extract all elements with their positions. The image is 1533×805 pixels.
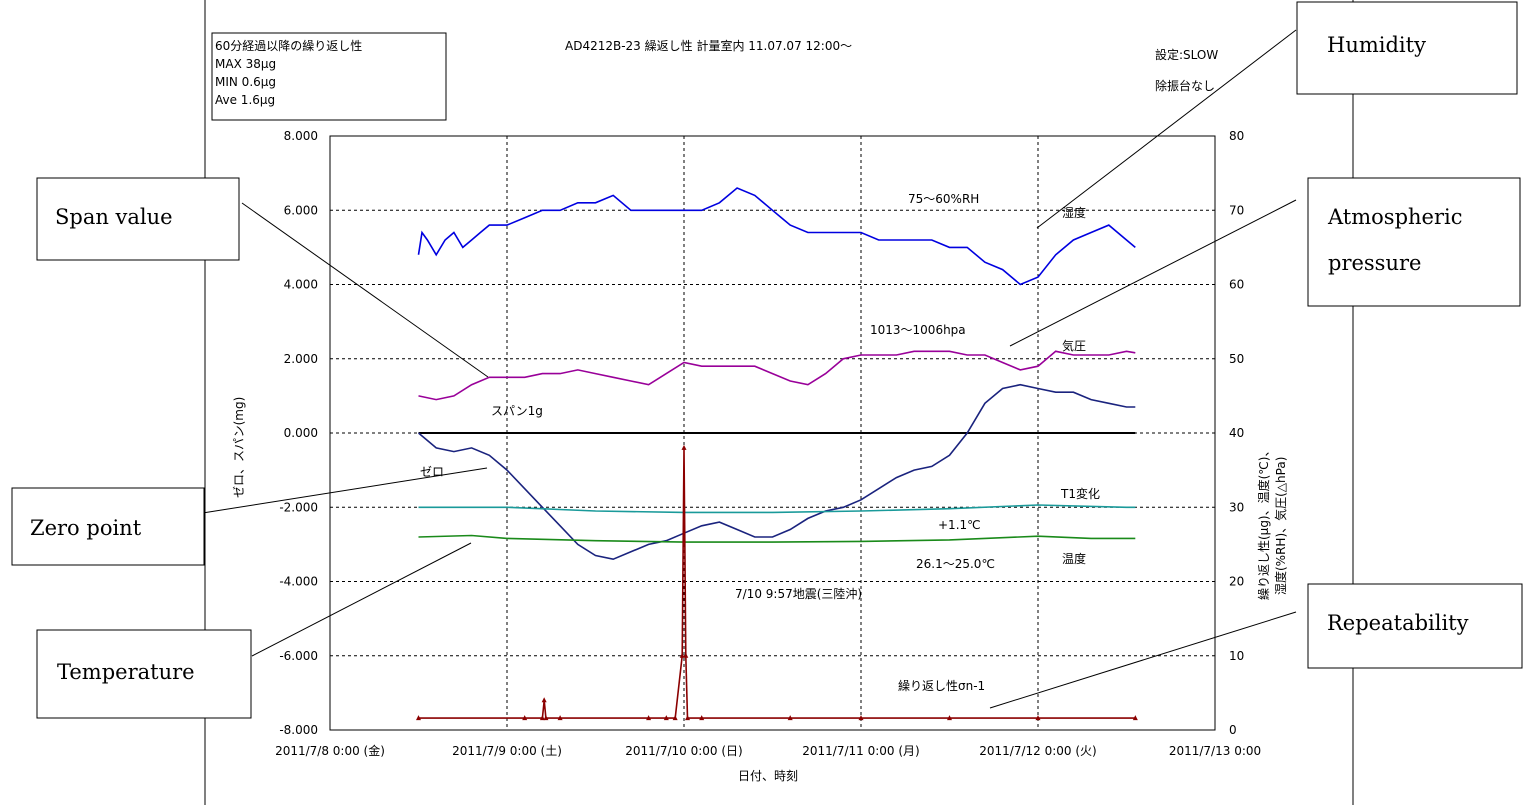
y-tick-label: -4.000 <box>279 575 318 589</box>
callout-zero: Zero point <box>30 516 142 540</box>
humidity-range-label: 75～60%RH <box>908 192 979 206</box>
y-axis-label: ゼロ、スパン(mg) <box>232 397 246 498</box>
repeatability-point <box>663 715 669 721</box>
callout-atmos-box <box>1307 177 1521 307</box>
span-label: スパン1g <box>491 404 543 418</box>
pressure-range-label: 1013～1006hpa <box>870 323 966 337</box>
leader-zero <box>189 467 488 516</box>
x-axis-label: 日付、時刻 <box>738 769 798 783</box>
humidity-label: 湿度 <box>1062 205 1086 220</box>
y-tick-label: 0.000 <box>284 426 318 440</box>
callout-span-box <box>36 177 240 261</box>
callout-zero-box <box>11 487 205 566</box>
series-line-humidity <box>417 187 1136 286</box>
y2-axis-ticks: 80 70 60 50 40 30 20 10 0 <box>1229 129 1244 737</box>
repeatability-point <box>699 715 705 721</box>
repeatability-point <box>416 715 421 721</box>
y-tick-label: -6.000 <box>279 649 318 663</box>
pressure-label: 気圧 <box>1062 338 1086 353</box>
x-tick-label: 2011/7/13 0:00 <box>1169 744 1261 758</box>
repeatability-point <box>543 715 549 721</box>
settings-line-2: 除振台なし <box>1155 78 1215 93</box>
repeatability-point <box>679 652 685 658</box>
info-box <box>211 32 447 121</box>
y-tick-label: -8.000 <box>279 723 318 737</box>
series-line-zero <box>417 383 1136 561</box>
y2-tick-label: 40 <box>1229 426 1244 440</box>
y2-tick-label: 30 <box>1229 500 1244 514</box>
leader-atmos <box>1009 199 1297 347</box>
repeatability-point <box>672 715 678 721</box>
repeatability-point <box>1132 715 1138 721</box>
repeatability-point <box>858 715 864 721</box>
x-tick-label: 2011/7/11 0:00 (月) <box>802 744 919 758</box>
y2-tick-label: 80 <box>1229 129 1244 143</box>
series-line-pressure <box>418 350 1136 401</box>
callout-span: Span value <box>55 205 173 229</box>
y2-axis-label-2: 湿度(%RH)、気圧(△hPa) <box>1273 457 1288 595</box>
leader-temperature <box>251 542 472 657</box>
y-tick-label: -2.000 <box>279 500 318 514</box>
y2-tick-label: 0 <box>1229 723 1237 737</box>
callout-temperature: Temperature <box>57 660 195 684</box>
y2-axis-label-1: 繰り返し性(μg)、温度(℃)、 <box>1256 445 1271 600</box>
callout-atmos-2: pressure <box>1328 251 1421 275</box>
repeatability-point <box>522 715 528 721</box>
callout-atmos-1: Atmospheric <box>1327 205 1462 229</box>
info-line-2: MAX 38μg <box>215 57 276 71</box>
y2-tick-label: 60 <box>1229 278 1244 292</box>
info-line-4: Ave 1.6μg <box>215 93 275 107</box>
x-axis-ticks: 2011/7/8 0:00 (金) 2011/7/9 0:00 (土) 2011/7… <box>275 743 1261 758</box>
x-tick-label: 2011/7/12 0:00 (火) <box>979 744 1096 758</box>
repeatability-point <box>539 715 545 721</box>
settings-line-1: 設定:SLOW <box>1155 47 1218 62</box>
y2-tick-label: 20 <box>1229 575 1244 589</box>
y-tick-label: 6.000 <box>284 203 318 217</box>
x-tick-label: 2011/7/8 0:00 (金) <box>275 743 385 758</box>
repeatability-point <box>557 715 563 721</box>
repeatability-point <box>541 697 547 703</box>
repeatability-point <box>787 715 793 721</box>
repeatability-point <box>947 715 952 721</box>
series-line-t1 <box>418 504 1136 514</box>
series-line-repeatability <box>418 447 1136 719</box>
y2-tick-label: 50 <box>1229 352 1244 366</box>
y-tick-label: 2.000 <box>284 352 318 366</box>
t1-label: T1変化 <box>1060 486 1100 501</box>
info-line-1: 60分経過以降の繰り返し性 <box>215 39 362 53</box>
x-tick-label: 2011/7/9 0:00 (土) <box>452 744 562 758</box>
info-line-3: MIN 0.6μg <box>215 75 276 89</box>
y2-tick-label: 10 <box>1229 649 1244 663</box>
t1-change-label: +1.1℃ <box>938 518 981 532</box>
temp-label: 温度 <box>1062 551 1086 566</box>
callout-repeatability-box <box>1307 583 1523 669</box>
leader-span <box>241 202 489 378</box>
series-line-temperature <box>418 534 1136 543</box>
y-tick-label: 4.000 <box>284 278 318 292</box>
repeatability-point <box>1035 715 1041 721</box>
repeatability-point <box>681 444 687 450</box>
temp-range-label: 26.1～25.0℃ <box>916 557 995 571</box>
callout-humidity: Humidity <box>1327 33 1426 57</box>
y-tick-label: 8.000 <box>284 129 318 143</box>
leader-repeatability <box>989 611 1297 709</box>
callout-repeatability: Repeatability <box>1327 611 1469 635</box>
callout-temperature-box <box>36 629 252 719</box>
quake-label: 7/10 9:57地震(三陸沖) <box>735 587 862 601</box>
repeat-label: 繰り返し性σn-1 <box>898 679 985 693</box>
repeatability-point <box>685 715 691 721</box>
repeatability-point <box>646 715 652 721</box>
repeatability-point <box>683 652 689 658</box>
callout-humidity-box <box>1296 1 1518 95</box>
chart-title: AD4212B-23 繰返し性 計量室内 11.07.07 12:00～ <box>565 38 852 53</box>
y2-tick-label: 70 <box>1229 203 1244 217</box>
leader-humidity <box>1036 29 1297 229</box>
series-group <box>416 187 1138 721</box>
y-axis-ticks: 8.000 6.000 4.000 2.000 0.000 -2.000 -4.000 -6.… <box>279 129 318 737</box>
x-tick-label: 2011/7/10 0:00 (日) <box>625 744 742 758</box>
